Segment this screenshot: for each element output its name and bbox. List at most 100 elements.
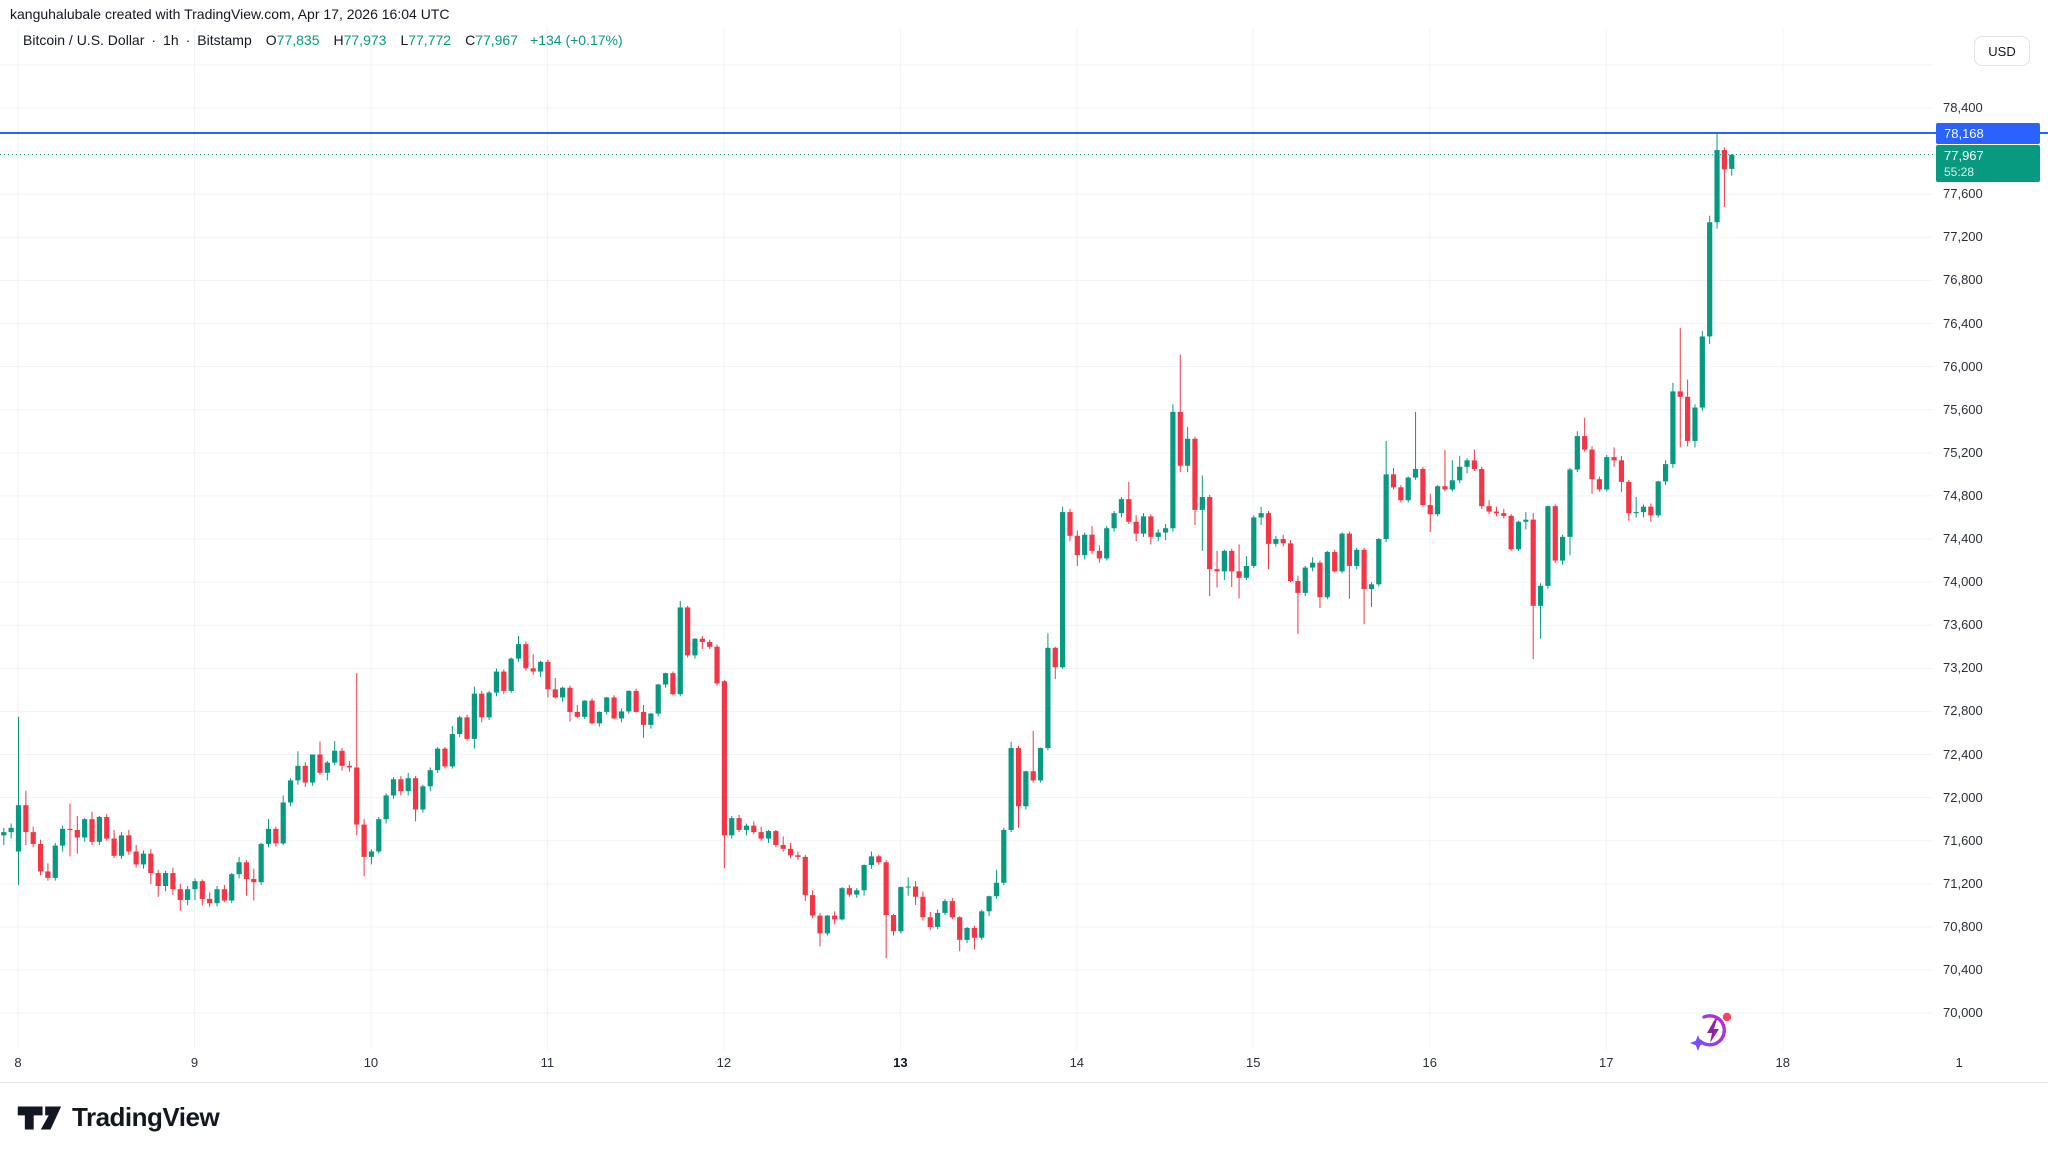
price-tick-label: 71,200 <box>1943 875 1983 891</box>
candle-body <box>390 779 397 796</box>
last-price-label[interactable]: 77,967 55:28 <box>1936 144 2040 182</box>
candle-body <box>648 713 654 725</box>
candle-body <box>824 915 830 934</box>
candle-body <box>1648 506 1654 516</box>
candle-body <box>1398 487 1404 501</box>
high-label: H <box>333 32 344 48</box>
candle-body <box>1192 438 1198 510</box>
candle-body <box>523 644 529 669</box>
candle-body <box>1148 516 1154 537</box>
candle-body <box>361 824 367 857</box>
candle-body <box>1545 506 1551 586</box>
candle-body <box>751 825 757 833</box>
candle-body <box>486 692 492 718</box>
lightning-bolt <box>1707 1019 1719 1043</box>
price-tick-label: 74,400 <box>1943 531 1983 547</box>
alert-price-label[interactable]: 78,168 <box>1936 122 2040 144</box>
candle-body <box>1354 549 1360 566</box>
candle-body <box>1479 468 1485 507</box>
candle-body <box>1677 391 1683 397</box>
candle-body <box>890 915 897 932</box>
candle-body <box>427 770 433 787</box>
candle-body <box>1295 581 1301 593</box>
candle-body <box>618 711 625 719</box>
candle-body <box>1611 457 1617 461</box>
currency-button[interactable]: USD <box>1974 36 2030 66</box>
candle-body <box>236 862 242 875</box>
candle-body <box>1574 436 1580 470</box>
candle-body <box>765 831 772 839</box>
symbol-name: Bitcoin / U.S. Dollar <box>23 32 145 48</box>
candle-body <box>148 853 154 874</box>
candle-body <box>1074 535 1080 556</box>
candle-body <box>1721 150 1727 170</box>
candle-body <box>604 697 610 712</box>
change-value: +134 (+0.17%) <box>530 32 623 48</box>
candle-body <box>1604 457 1610 490</box>
candle-body <box>707 641 713 647</box>
candle-body <box>185 889 191 900</box>
grid-lines <box>0 28 1933 1050</box>
candle-body <box>1118 499 1125 514</box>
candle-body <box>787 848 794 856</box>
candle-body <box>1640 506 1647 513</box>
candle-body <box>582 700 588 717</box>
tradingview-logo[interactable]: TradingView <box>16 1102 220 1133</box>
candle-body <box>111 838 117 856</box>
candle-body <box>339 750 345 766</box>
ai-assistant-icon[interactable] <box>1690 1010 1734 1052</box>
candle-body <box>905 886 911 888</box>
candle-body <box>1177 411 1183 466</box>
candle-body <box>420 786 426 810</box>
time-axis-label: 10 <box>363 1055 379 1070</box>
price-tick-label: 70,400 <box>1943 962 1983 978</box>
candle-body <box>1699 336 1705 408</box>
price-tick-label: 70,800 <box>1943 918 1983 934</box>
candle-body <box>596 711 602 724</box>
candle-body <box>405 778 411 792</box>
candle-body <box>52 845 58 878</box>
candle-body <box>729 818 735 836</box>
candle-body <box>1714 150 1720 223</box>
candle-body <box>229 874 235 901</box>
candle-body <box>626 690 632 712</box>
candle-body <box>640 711 647 725</box>
candle-body <box>1537 585 1544 606</box>
candle-body <box>1104 528 1110 559</box>
candle-body <box>332 750 338 763</box>
candle-body <box>310 754 316 783</box>
candle-body <box>1023 771 1029 807</box>
candle-body <box>501 671 507 691</box>
candle-body <box>89 819 95 842</box>
candle-body <box>243 862 250 879</box>
candle-body <box>1096 550 1102 559</box>
candle-body <box>8 827 14 833</box>
candle-body <box>1523 519 1529 522</box>
high-value: 77,973 <box>343 32 387 48</box>
candle-body <box>1310 562 1316 568</box>
candle-body <box>1258 513 1264 518</box>
price-tick-label: 75,600 <box>1943 401 1983 417</box>
candle-body <box>118 835 125 856</box>
candle-body <box>383 795 389 820</box>
price-tick-label: 72,800 <box>1943 703 1983 719</box>
time-axis-label: 9 <box>190 1055 199 1070</box>
candle-body <box>287 780 294 803</box>
candle-body <box>1346 533 1352 566</box>
candle-body <box>265 828 272 844</box>
candle-body <box>1140 516 1147 534</box>
candle-body <box>1001 829 1007 883</box>
candle-body <box>221 889 227 901</box>
bar-countdown: 55:28 <box>1944 164 1975 179</box>
candle-body <box>1442 486 1448 490</box>
candle-body <box>1405 477 1411 501</box>
notification-dot <box>1722 1012 1732 1022</box>
time-axis-label: 11 <box>540 1055 555 1070</box>
candle-body <box>1464 460 1470 467</box>
candle-body <box>1471 460 1477 469</box>
candle-body <box>1126 499 1132 522</box>
candle-body <box>192 881 198 890</box>
candle-body <box>1567 469 1573 537</box>
